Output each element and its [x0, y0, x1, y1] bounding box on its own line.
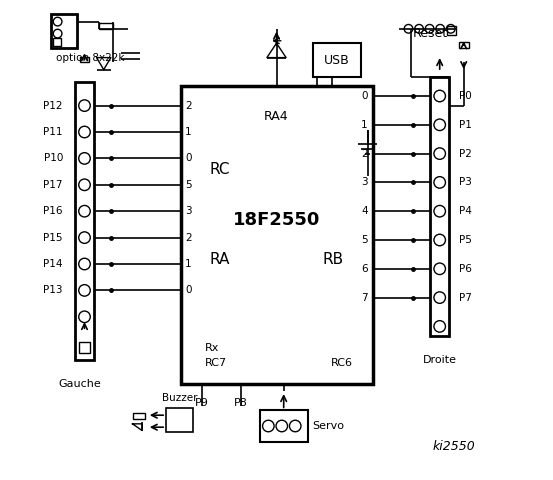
- Bar: [260, 410, 307, 442]
- Text: 5: 5: [361, 235, 368, 245]
- Text: option 8x22k: option 8x22k: [56, 53, 124, 62]
- Bar: [166, 408, 192, 432]
- Text: RC6: RC6: [331, 358, 353, 368]
- Text: P17: P17: [43, 180, 63, 190]
- Text: 0: 0: [361, 91, 368, 101]
- Text: Reset: Reset: [413, 27, 448, 40]
- Text: 2: 2: [185, 101, 192, 110]
- Text: 0: 0: [185, 154, 192, 163]
- Text: 1: 1: [361, 120, 368, 130]
- Text: P10: P10: [44, 154, 63, 163]
- Text: P15: P15: [43, 233, 63, 242]
- Bar: [51, 14, 77, 48]
- Bar: [80, 57, 89, 62]
- Text: P0: P0: [459, 91, 472, 101]
- Text: P3: P3: [459, 178, 472, 187]
- Text: RC: RC: [209, 162, 230, 177]
- Text: Buzzer: Buzzer: [161, 393, 197, 403]
- Text: P14: P14: [43, 259, 63, 269]
- Bar: [133, 413, 144, 419]
- Text: P2: P2: [459, 149, 472, 158]
- Text: RA: RA: [209, 252, 229, 266]
- Text: 1: 1: [185, 259, 192, 269]
- Text: 3: 3: [185, 206, 192, 216]
- Text: 1: 1: [185, 127, 192, 137]
- Text: Servo: Servo: [312, 421, 345, 431]
- Text: P7: P7: [459, 293, 472, 302]
- Text: P8: P8: [233, 398, 247, 408]
- Text: P6: P6: [459, 264, 472, 274]
- Text: 0: 0: [185, 286, 192, 295]
- Text: 7: 7: [361, 293, 368, 302]
- Text: P9: P9: [195, 398, 209, 408]
- Text: USB: USB: [324, 53, 349, 67]
- Text: P11: P11: [43, 127, 63, 137]
- Text: P16: P16: [43, 206, 63, 216]
- Text: RC7: RC7: [205, 358, 227, 368]
- Text: Droite: Droite: [422, 355, 457, 365]
- Bar: [180, 86, 373, 384]
- Text: RA4: RA4: [264, 110, 289, 123]
- Text: Rx: Rx: [205, 343, 219, 353]
- Text: 3: 3: [361, 178, 368, 187]
- Bar: [312, 43, 361, 77]
- Text: 6: 6: [361, 264, 368, 274]
- Text: P12: P12: [43, 101, 63, 110]
- Text: 2: 2: [185, 233, 192, 242]
- Text: ki2550: ki2550: [433, 440, 476, 453]
- Text: 18F2550: 18F2550: [233, 211, 320, 229]
- Text: Gauche: Gauche: [58, 379, 101, 389]
- Bar: [79, 342, 90, 353]
- Text: 4: 4: [361, 206, 368, 216]
- Text: RB: RB: [322, 252, 344, 266]
- Bar: [75, 82, 94, 360]
- Bar: [99, 23, 113, 29]
- Text: 5: 5: [185, 180, 192, 190]
- Text: P4: P4: [459, 206, 472, 216]
- Bar: [459, 42, 468, 48]
- Text: P5: P5: [459, 235, 472, 245]
- Text: 2: 2: [361, 149, 368, 158]
- Bar: [447, 26, 456, 35]
- Text: P13: P13: [43, 286, 63, 295]
- Bar: [53, 38, 60, 46]
- Text: P1: P1: [459, 120, 472, 130]
- Bar: [430, 77, 449, 336]
